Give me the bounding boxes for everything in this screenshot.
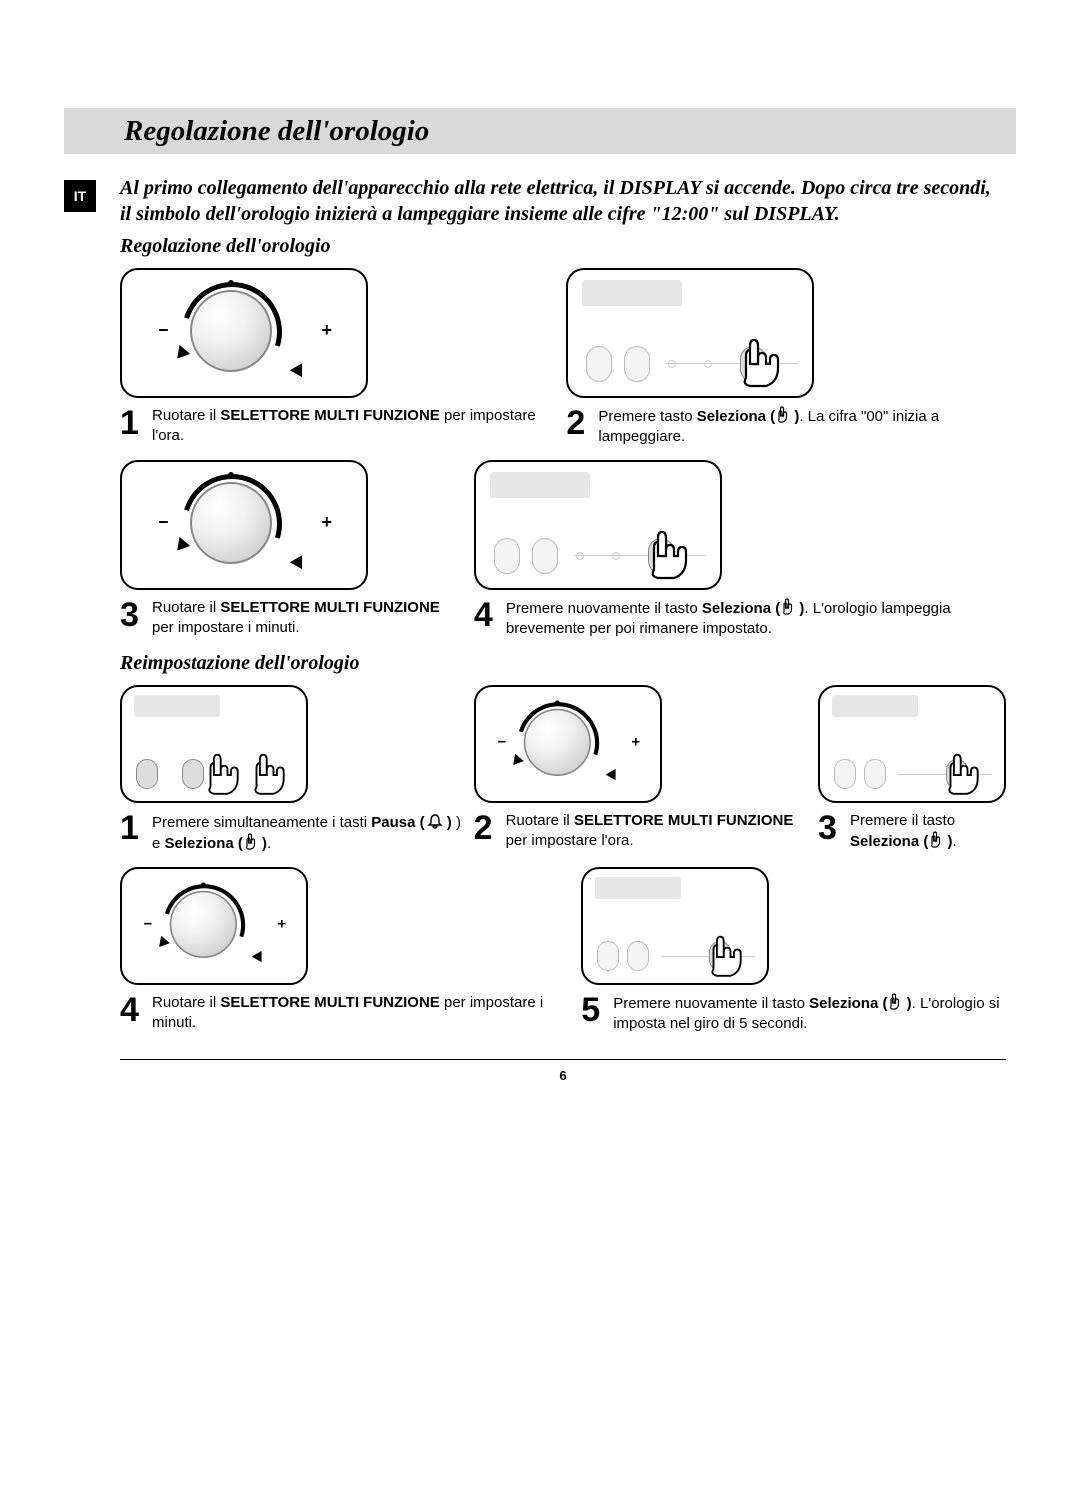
hand-icon: [243, 833, 258, 850]
step-number: 2: [474, 811, 498, 850]
step-text: Ruotare il SELETTORE MULTI FUNZIONE per …: [152, 406, 548, 445]
hand-icon: [780, 598, 795, 615]
step-text: Premere nuovamente il tasto Seleziona ( …: [613, 993, 1006, 1033]
illustration-panel-two-hands: [120, 685, 308, 803]
step-number: 5: [581, 993, 605, 1033]
step-text: Ruotare il SELETTORE MULTI FUNZIONE per …: [152, 993, 563, 1032]
step-number: 1: [120, 406, 144, 445]
illustration-dial: −+: [120, 867, 308, 985]
illustration-panel-hand: [581, 867, 769, 985]
section-a-heading: Regolazione dell'orologio: [120, 235, 1006, 258]
bell-icon: [425, 811, 443, 829]
step-number: 2: [566, 406, 590, 446]
section-b-row-1: 1 Premere simultaneamente i tasti Pausa …: [120, 685, 1006, 853]
illustration-panel-hand: [566, 268, 814, 398]
step-text: Premere tasto Seleziona ( ). La cifra "0…: [598, 406, 1006, 446]
step-text: Premere nuovamente il tasto Seleziona ( …: [506, 598, 1006, 638]
language-tag: IT: [64, 180, 96, 212]
illustration-dial: −+: [120, 460, 368, 590]
illustration-dial: −+: [474, 685, 662, 803]
illustration-panel-hand: [474, 460, 722, 590]
page-number: 6: [120, 1068, 1006, 1083]
hand-icon: [775, 406, 790, 423]
step-number: 3: [818, 811, 842, 851]
illustration-panel-hand: [818, 685, 1006, 803]
title-bar: Regolazione dell'orologio: [64, 108, 1016, 154]
step-text: Premere simultaneamente i tasti Pausa ( …: [152, 811, 462, 853]
intro-text: Al primo collegamento dell'apparecchio a…: [120, 176, 1006, 227]
step-number: 3: [120, 598, 144, 637]
step-text: Ruotare il SELETTORE MULTI FUNZIONE per …: [506, 811, 806, 850]
step-number: 4: [474, 598, 498, 638]
page-title: Regolazione dell'orologio: [124, 115, 429, 148]
illustration-dial: −+: [120, 268, 368, 398]
section-a-row-1: −+ 1 Ruotare il SELETTORE MULTI FUNZIONE…: [120, 268, 1006, 446]
step-number: 1: [120, 811, 144, 853]
step-text: Premere il tasto Seleziona ( ).: [850, 811, 1006, 851]
section-b-row-2: −+ 4 Ruotare il SELETTORE MULTI FUNZIONE…: [120, 867, 1006, 1033]
step-text: Ruotare il SELETTORE MULTI FUNZIONE per …: [152, 598, 456, 637]
hand-icon: [887, 993, 902, 1010]
step-number: 4: [120, 993, 144, 1032]
footer-divider: [120, 1059, 1006, 1060]
section-b-heading: Reimpostazione dell'orologio: [120, 652, 1006, 675]
hand-icon: [928, 831, 943, 848]
section-a-row-2: −+ 3 Ruotare il SELETTORE MULTI FUNZIONE…: [120, 460, 1006, 638]
